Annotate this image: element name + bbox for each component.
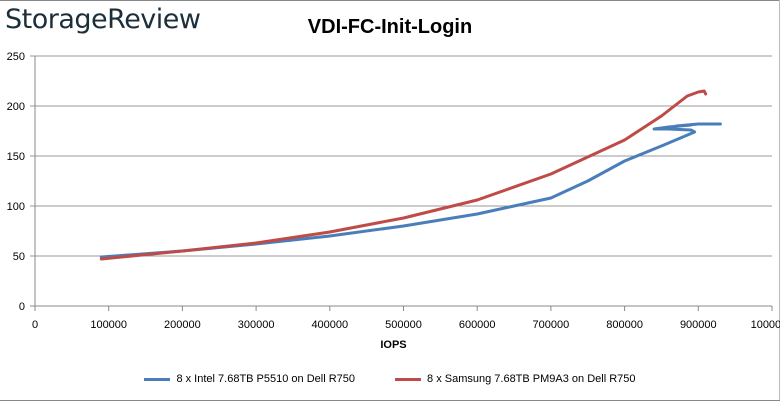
legend-swatch [144, 377, 171, 381]
x-tick-label: 300000 [238, 319, 275, 331]
chart-title: VDI-FC-Init-Login [307, 16, 473, 38]
legend-label: 8 x Intel 7.68TB P5510 on Dell R750 [176, 373, 356, 385]
y-tick-label: 150 [7, 151, 25, 163]
x-tick-label: 400000 [311, 319, 348, 331]
x-tick-label: 700000 [533, 319, 570, 331]
x-tick-label: 0 [32, 319, 38, 331]
x-tick-label: 1000000 [751, 319, 780, 331]
x-tick-label: 100000 [90, 319, 127, 331]
x-tick-label: 800000 [606, 319, 643, 331]
legend-item-samsung: 8 x Samsung 7.68TB PM9A3 on Dell R750 [395, 373, 636, 385]
y-tick-label: 0 [19, 301, 25, 313]
y-tick-label: 250 [7, 51, 25, 63]
x-tick-label: 600000 [459, 319, 496, 331]
y-tick-label: 50 [13, 251, 25, 263]
y-tick-label: 200 [7, 101, 25, 113]
series-line-1 [99, 89, 708, 261]
storagereview-logo: StorageReview [5, 4, 201, 35]
x-axis-label: IOPS [380, 339, 406, 351]
legend-item-intel: 8 x Intel 7.68TB P5510 on Dell R750 [144, 373, 355, 385]
legend: 8 x Intel 7.68TB P5510 on Dell R750 8 x … [0, 373, 780, 385]
x-tick-label: 900000 [680, 319, 717, 331]
series-line-0 [99, 122, 722, 259]
y-tick-label: 100 [7, 201, 25, 213]
x-tick-label: 500000 [385, 319, 422, 331]
legend-swatch [395, 377, 422, 381]
x-tick-label: 200000 [164, 319, 201, 331]
legend-label: 8 x Samsung 7.68TB PM9A3 on Dell R750 [427, 373, 636, 385]
top-border [0, 0, 780, 1]
